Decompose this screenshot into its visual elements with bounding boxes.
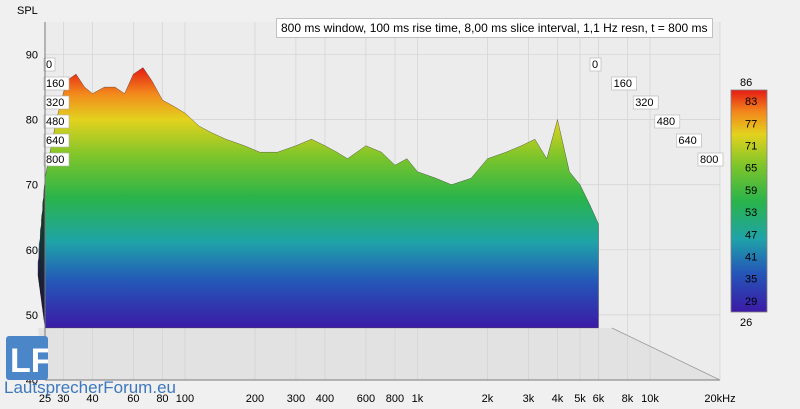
x-tick-label: 2k	[482, 393, 494, 405]
x-tick-label: 6k	[593, 393, 605, 405]
z-tick-right-label: 640	[678, 135, 696, 147]
color-scale-label: 83	[745, 96, 757, 108]
x-tick-label: 600	[357, 393, 375, 405]
z-tick-right: 160	[611, 76, 637, 91]
z-tick-right-label: 800	[700, 154, 718, 166]
color-scale-label: 86	[740, 77, 752, 89]
watermark-text: LautsprecherForum.eu	[4, 378, 176, 397]
color-scale-label: 59	[745, 185, 757, 197]
z-tick-left-label: 640	[46, 135, 64, 147]
z-tick-left-label: 160	[46, 78, 64, 90]
z-tick-right-label: 160	[614, 78, 632, 90]
x-tick-label: 800	[386, 393, 404, 405]
color-scale-label: 35	[745, 274, 757, 286]
x-tick-label: 200	[246, 393, 264, 405]
waterfall-slice	[44, 67, 599, 329]
x-tick-label: 10k	[641, 393, 659, 405]
z-tick-left: 640	[43, 133, 70, 148]
y-tick-label: 90	[26, 50, 38, 62]
svg-text:LF: LF	[10, 342, 48, 380]
x-tick-label: 60	[127, 393, 139, 405]
y-tick-label: 70	[26, 180, 38, 192]
plot-floor	[38, 328, 720, 380]
z-tick-left: 320	[43, 95, 70, 110]
z-tick-right: 0	[589, 57, 602, 72]
y-axis-label: SPL	[17, 5, 38, 17]
z-tick-left-label: 0	[46, 59, 52, 71]
z-tick-left-label: 480	[46, 116, 64, 128]
waterfall-surface	[37, 67, 599, 329]
logo-icon: LF	[6, 336, 52, 380]
logo-letters-icon: LF	[10, 342, 52, 380]
color-scale-label: 41	[745, 252, 757, 264]
x-tick-label: 40	[86, 393, 98, 405]
z-tick-left: 800	[43, 152, 70, 167]
color-scale-label: 53	[745, 207, 757, 219]
z-tick-left: 480	[43, 114, 70, 129]
z-tick-left-label: 800	[46, 154, 64, 166]
z-tick-left-label: 320	[46, 97, 64, 109]
x-tick-label: 1k	[412, 393, 424, 405]
color-scale-label: 77	[745, 118, 757, 130]
color-scale-label: 29	[745, 296, 757, 308]
color-scale-label: 65	[745, 163, 757, 175]
color-scale-labels: 86 83 77 71 65 59 53 47 41 35 29 26	[740, 77, 757, 329]
y-tick-label: 60	[26, 245, 38, 257]
color-scale-bar	[730, 89, 768, 313]
y-tick-label: 80	[26, 115, 38, 127]
chart-title: 800 ms window, 100 ms rise time, 8,00 ms…	[276, 18, 713, 38]
z-tick-right: 800	[697, 152, 724, 167]
x-tick-label: 100	[176, 393, 194, 405]
x-tick-label: 80	[156, 393, 168, 405]
x-tick-label: 25	[39, 393, 51, 405]
axes: 25 30 40 60 80 100 200 300 400 600 800 1k 2k 3k 4k 5k 6k…	[26, 22, 736, 405]
x-tick-label: 3k	[523, 393, 535, 405]
depth-axis-line	[611, 327, 721, 381]
x-tick-label: 8k	[622, 393, 634, 405]
color-scale-label: 71	[745, 141, 757, 153]
y-tick-label: 50	[26, 310, 38, 322]
z-tick-right: 640	[676, 133, 702, 148]
x-tick-label: 5k	[574, 393, 586, 405]
x-tick-label: 20kHz	[704, 393, 735, 405]
color-scale-label: 26	[740, 317, 752, 329]
z-tick-left: 0	[43, 57, 56, 72]
x-tick-label: 4k	[552, 393, 564, 405]
z-tick-right-label: 0	[592, 59, 598, 71]
z-tick-right: 320	[632, 95, 659, 110]
z-tick-right: 480	[654, 114, 681, 129]
x-tick-label: 30	[57, 393, 69, 405]
z-tick-right-label: 480	[657, 116, 675, 128]
color-scale-label: 47	[745, 229, 757, 241]
x-tick-label: 400	[316, 393, 334, 405]
z-tick-left: 160	[43, 76, 70, 91]
z-tick-right-label: 320	[635, 97, 653, 109]
x-tick-label: 300	[287, 393, 305, 405]
